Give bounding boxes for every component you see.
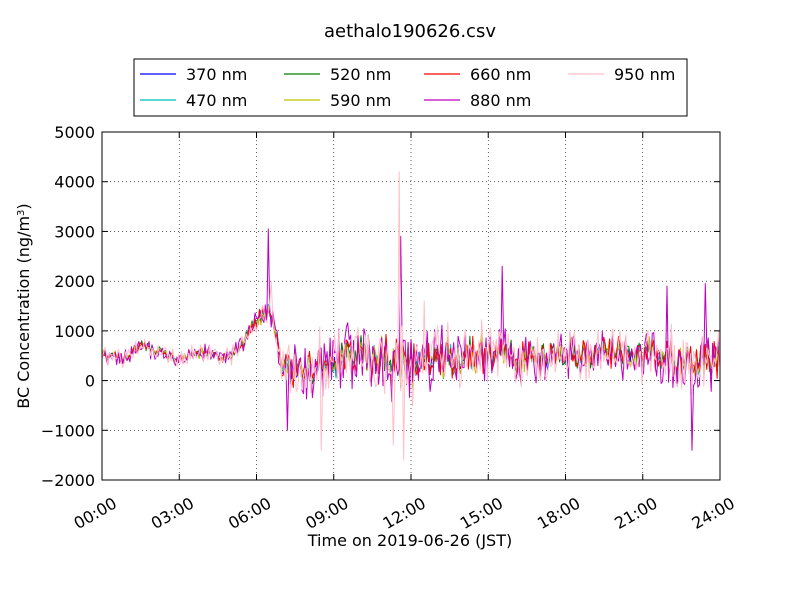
series-lines: [102, 171, 720, 461]
legend-label-660-nm: 660 nm: [470, 65, 531, 84]
y-tick-label: −1000: [41, 421, 95, 440]
legend: 370 nm 470 nm 520 nm 590 nm 660 nm 880 nm 950 …: [133, 58, 688, 117]
legend-label-590-nm: 590 nm: [330, 91, 391, 110]
legend-label-950-nm: 950 nm: [614, 65, 675, 84]
y-axis-label-end: ): [14, 203, 33, 209]
y-tick-label: 3000: [54, 222, 95, 241]
y-axis-label-sup: 3: [16, 210, 27, 216]
legend-label-520-nm: 520 nm: [330, 65, 391, 84]
y-tick-label: 5000: [54, 123, 95, 142]
chart-title: aethalo190626.csv: [324, 21, 496, 42]
legend-label-880-nm: 880 nm: [470, 91, 531, 110]
y-axis-label-main: BC Concentration (ng/m: [14, 216, 33, 409]
series-line-950-nm: [102, 171, 720, 461]
legend-label-370-nm: 370 nm: [186, 65, 247, 84]
legend-frame: [133, 58, 688, 117]
y-tick-label: 4000: [54, 173, 95, 192]
y-tick-label: 1000: [54, 322, 95, 341]
legend-label-470-nm: 470 nm: [186, 91, 247, 110]
y-tick-label: 0: [85, 372, 95, 391]
y-tick-label: −2000: [41, 471, 95, 490]
y-axis-label: BC Concentration (ng/m3): [14, 203, 33, 408]
y-tick-label: 2000: [54, 272, 95, 291]
series-line-880-nm: [102, 228, 720, 451]
x-axis-label: Time on 2019-06-26 (JST): [307, 531, 512, 550]
series-line-660-nm: [102, 307, 720, 389]
